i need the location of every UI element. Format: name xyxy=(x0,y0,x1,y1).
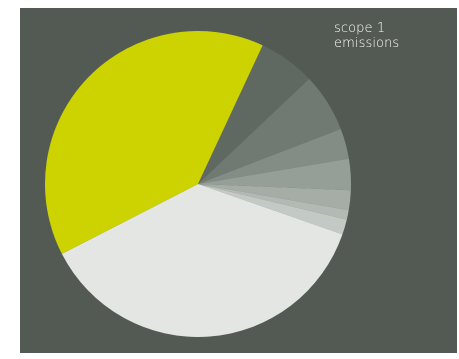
scope-1-emissions-label: scope 1 emissions xyxy=(334,21,399,51)
pie-chart xyxy=(45,30,352,337)
chart-panel: scope 1 emissions xyxy=(20,8,457,353)
label-line-2: emissions xyxy=(334,36,400,51)
pie-slice-5 xyxy=(198,184,351,211)
pie-slice-1 xyxy=(198,45,310,185)
label-line-1: scope 1 xyxy=(334,21,386,36)
pie-slice-9 xyxy=(45,30,263,254)
pie-slice-7 xyxy=(198,184,347,235)
pie-slice-2 xyxy=(198,78,341,184)
pie-slice-4 xyxy=(198,158,352,191)
pie-slice-6 xyxy=(198,184,349,220)
pie-slice-8 xyxy=(61,184,343,337)
pie-slice-3 xyxy=(198,128,349,184)
